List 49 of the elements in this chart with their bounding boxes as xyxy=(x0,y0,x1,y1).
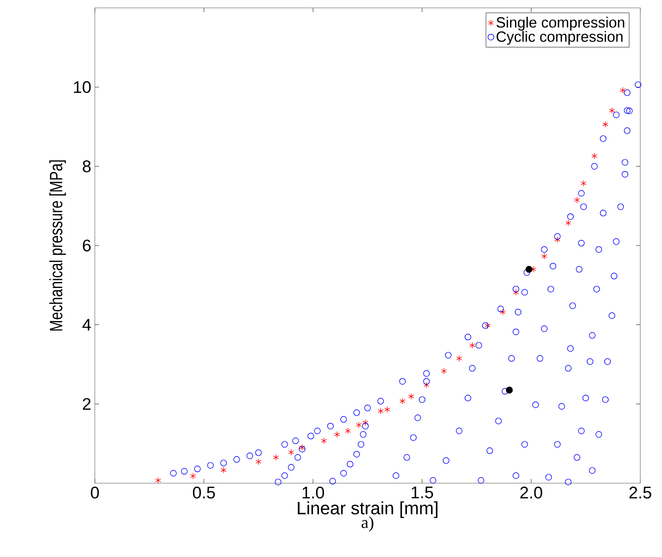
legend-label: Single compression xyxy=(496,16,624,30)
point xyxy=(424,382,430,388)
point xyxy=(541,252,548,260)
point xyxy=(602,120,608,128)
point xyxy=(456,355,462,362)
y-tick-label: 4 xyxy=(82,318,91,330)
x-tick-label: 0.5 xyxy=(192,486,215,498)
text: a) xyxy=(362,516,374,532)
point xyxy=(288,448,294,456)
point xyxy=(155,476,161,484)
point xyxy=(321,437,327,444)
y-axis-title: Mechanical pressure [MPa] xyxy=(49,160,66,330)
point xyxy=(592,152,598,160)
point xyxy=(345,427,351,434)
y-tick-label: 6 xyxy=(82,239,91,252)
point xyxy=(408,393,414,400)
point xyxy=(469,342,476,348)
point xyxy=(554,236,560,243)
x-tick-label: 1.0 xyxy=(302,486,324,498)
point xyxy=(356,422,362,428)
point xyxy=(484,322,490,329)
point xyxy=(441,368,447,374)
y-tick-label: 10 xyxy=(74,81,91,93)
point xyxy=(565,220,572,226)
x-tick-label: 2.0 xyxy=(520,486,542,498)
point xyxy=(526,266,532,273)
point xyxy=(620,86,626,94)
point xyxy=(500,308,506,316)
point xyxy=(273,454,279,461)
point xyxy=(256,458,262,465)
point xyxy=(574,196,580,204)
point xyxy=(220,466,226,474)
legend-label: Cyclic compression xyxy=(496,30,623,45)
point xyxy=(506,386,513,394)
y-tick-label: 8 xyxy=(82,160,91,172)
point xyxy=(378,408,384,414)
point xyxy=(362,419,368,426)
point xyxy=(580,180,586,186)
x-tick-label: 1.5 xyxy=(412,486,434,498)
point xyxy=(384,406,390,413)
y-tick-label: 2 xyxy=(82,398,91,410)
x-axis-title: Linear strain [mm] xyxy=(298,501,438,518)
x-tick-label: 2.5 xyxy=(629,486,652,498)
point xyxy=(400,398,406,404)
point xyxy=(334,431,340,438)
point xyxy=(609,107,615,114)
x-tick-label: 0 xyxy=(90,486,99,498)
point xyxy=(190,472,196,480)
point xyxy=(513,288,519,296)
